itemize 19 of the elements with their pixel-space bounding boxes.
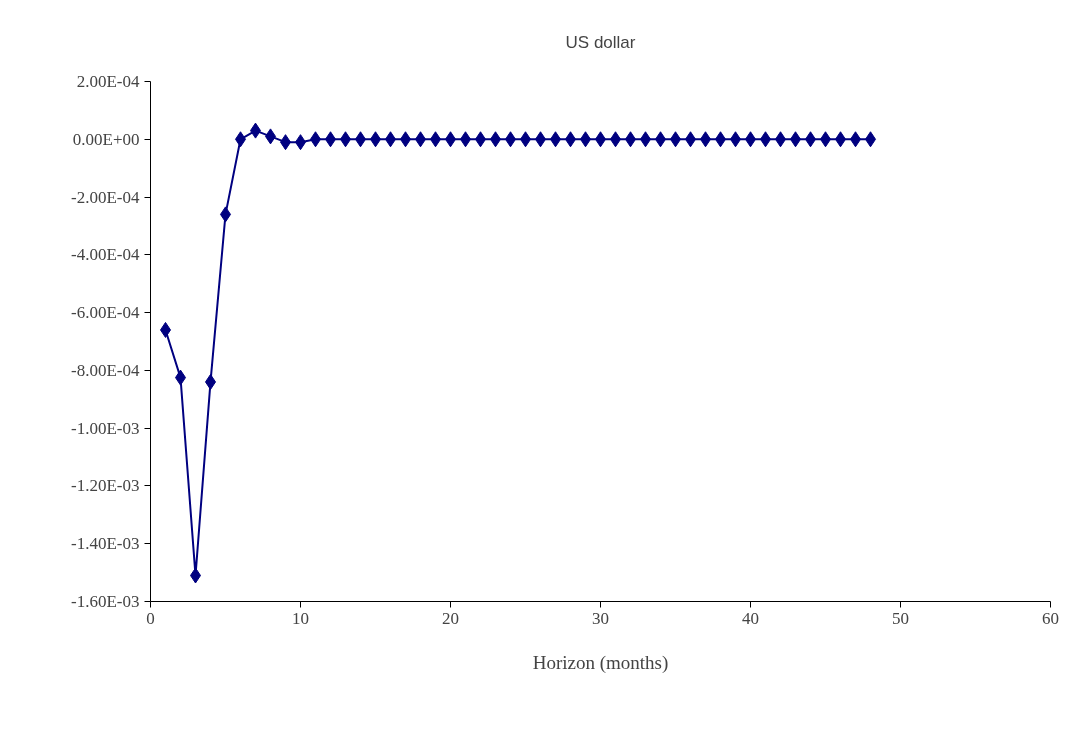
x-tick-label: 50: [892, 608, 909, 628]
x-tick-label: 10: [292, 608, 309, 628]
x-tick-label: 40: [742, 608, 759, 628]
y-tick-label: 2.00E-04: [76, 72, 140, 91]
x-tick-label: 30: [592, 608, 609, 628]
y-tick-label: -8.00E-04: [71, 360, 140, 380]
y-tick-label: -4.00E-04: [71, 245, 140, 265]
x-axis-title: Horizon (months): [532, 651, 669, 674]
x-tick-label: 20: [442, 608, 459, 628]
y-tick-label: -1.60E-03: [71, 592, 140, 611]
y-tick-label: -1.40E-03: [71, 534, 140, 554]
y-tick-label: -2.00E-04: [71, 187, 140, 207]
chart-title: US dollar: [565, 32, 636, 52]
x-tick-label: 60: [1042, 608, 1059, 628]
y-tick-label: -1.20E-03: [71, 476, 140, 496]
y-tick-label: -1.00E-03: [71, 418, 140, 438]
x-tick-label: 0: [146, 608, 155, 628]
y-tick-label: 0.00E+00: [72, 129, 140, 149]
y-tick-label: -6.00E-04: [71, 303, 140, 323]
